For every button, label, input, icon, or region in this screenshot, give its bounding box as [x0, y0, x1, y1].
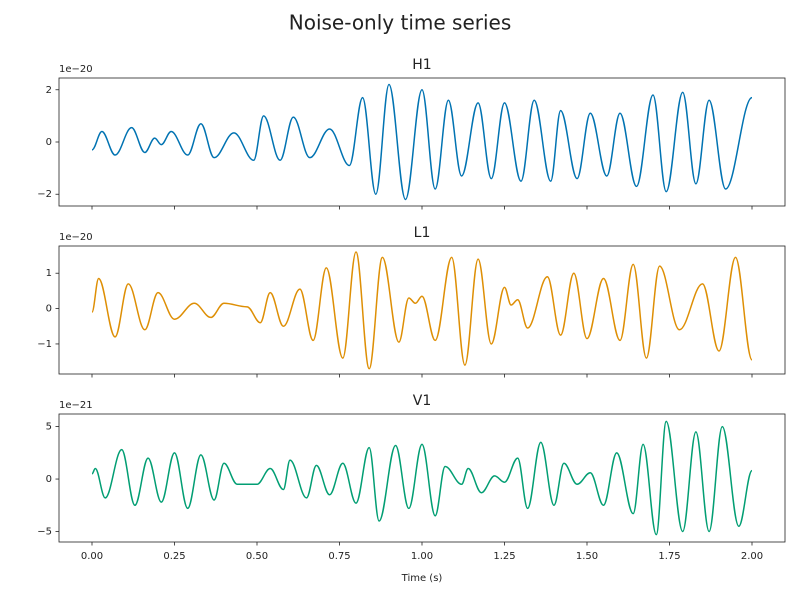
- axes-frame: [58, 413, 786, 543]
- series-line: [91, 251, 753, 370]
- y-tick-label: −1: [37, 339, 52, 350]
- subplot-title: L1: [414, 225, 431, 241]
- y-tick-label: 0: [46, 137, 52, 148]
- x-tick-label: 0.75: [328, 551, 350, 562]
- x-tick-label: 0.25: [163, 551, 185, 562]
- y-tick-label: −5: [37, 527, 52, 538]
- series-line: [91, 83, 753, 201]
- y-tick-label: 0: [46, 304, 52, 315]
- x-axis-label: Time (s): [401, 573, 443, 584]
- y-offset-text: 1e−20: [59, 232, 93, 243]
- x-tick-label: 0.50: [246, 551, 268, 562]
- y-tick-label: 5: [46, 422, 52, 433]
- subplot-title: V1: [413, 393, 431, 409]
- x-tick-label: 1.75: [658, 551, 680, 562]
- y-offset-text: 1e−21: [59, 400, 93, 411]
- y-tick-label: 2: [46, 85, 52, 96]
- x-tick-label: 0.00: [81, 551, 103, 562]
- axes-frame: [58, 245, 786, 375]
- y-tick-label: 1: [46, 268, 52, 279]
- y-tick-label: −2: [37, 189, 52, 200]
- y-offset-text: 1e−20: [59, 64, 93, 75]
- x-tick-label: 1.00: [411, 551, 433, 562]
- axes-frame: [58, 77, 786, 207]
- x-tick-label: 1.25: [493, 551, 515, 562]
- x-tick-label: 2.00: [741, 551, 763, 562]
- y-tick-label: 0: [46, 474, 52, 485]
- figure-title: Noise-only time series: [289, 11, 512, 35]
- x-tick-label: 1.50: [576, 551, 598, 562]
- subplot-title: H1: [412, 57, 431, 73]
- series-line: [91, 420, 753, 536]
